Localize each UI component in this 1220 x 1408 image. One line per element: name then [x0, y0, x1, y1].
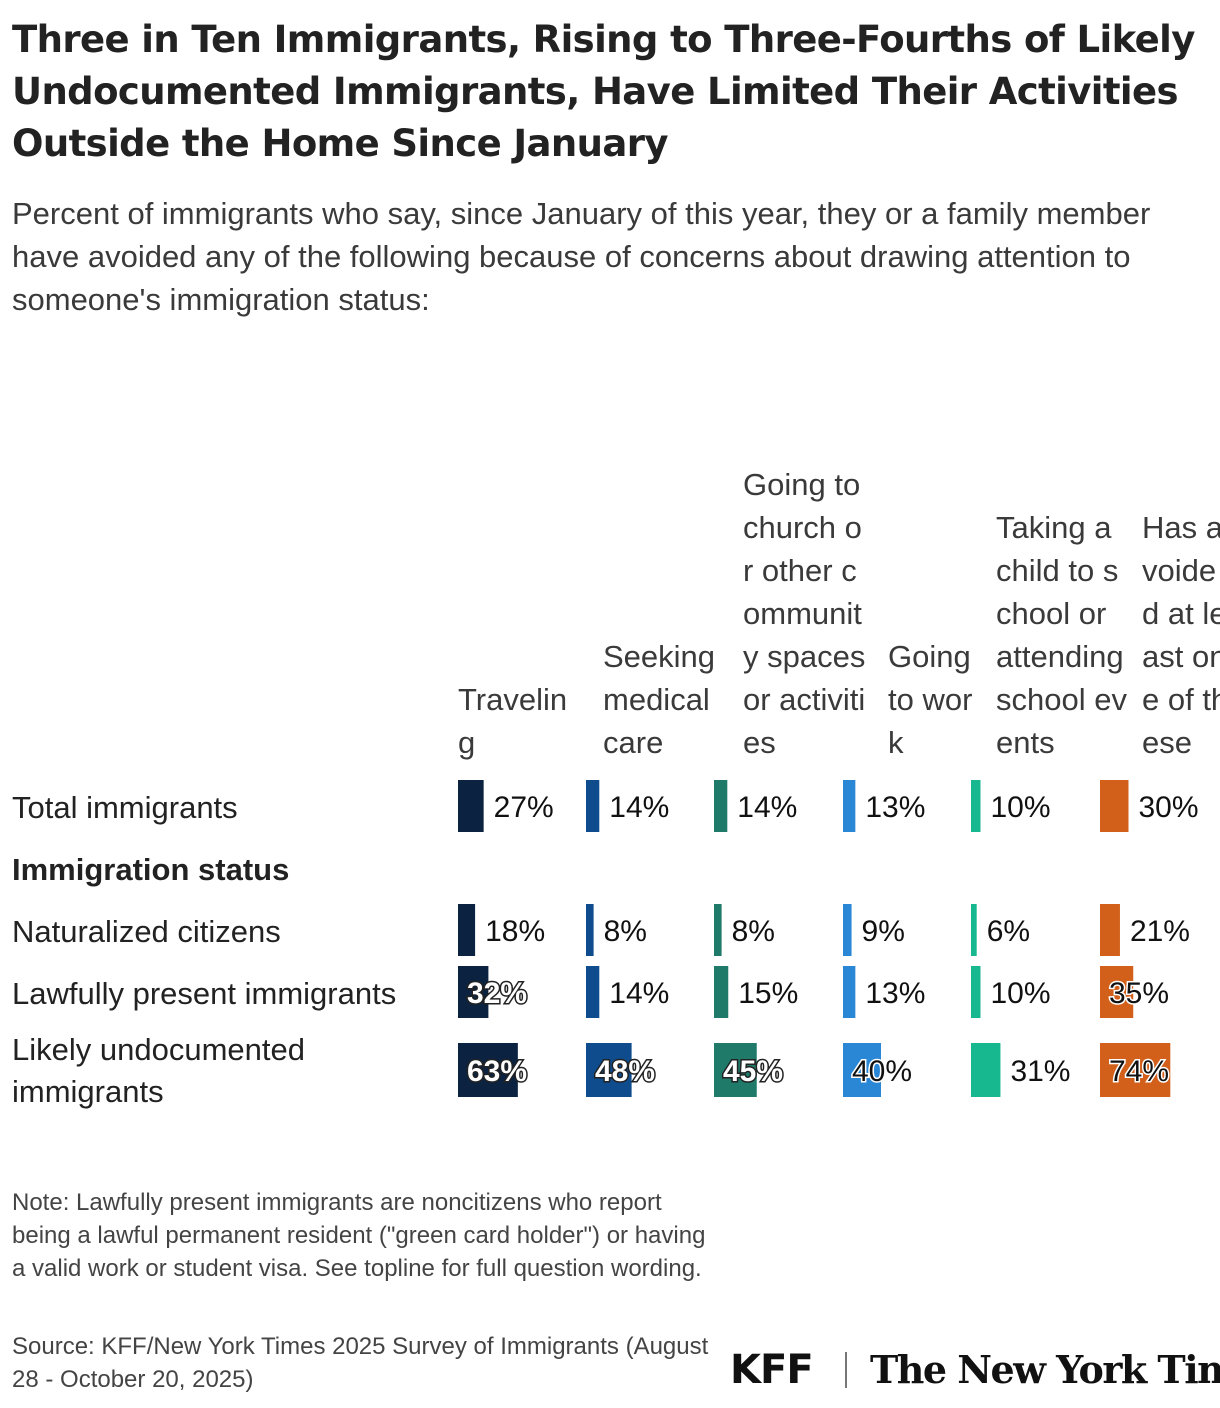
- row-label: Lawfully present immigrants: [12, 976, 397, 1011]
- row-label: Likely undocumented immigrants: [12, 1032, 305, 1109]
- group-label: Immigration status: [12, 852, 290, 887]
- data-label: 74%: [1109, 1055, 1169, 1088]
- column-header: Going to church or other community space…: [743, 467, 866, 760]
- row-label: Total immigrants: [12, 790, 238, 825]
- data-label: 8%: [604, 915, 647, 948]
- data-label: 32%: [467, 977, 527, 1010]
- row-label: Naturalized citizens: [12, 914, 281, 949]
- bar: [458, 966, 489, 1018]
- bar: [714, 904, 722, 956]
- bar: [971, 1043, 1001, 1097]
- bar: [843, 780, 856, 832]
- chart-source: Source: KFF/New York Times 2025 Survey o…: [12, 1333, 709, 1393]
- bar: [714, 966, 729, 1018]
- bar: [1100, 1043, 1171, 1097]
- data-label: 13%: [865, 791, 925, 824]
- chart-title: Three in Ten Immigrants, Rising to Three…: [12, 18, 1195, 165]
- bar: [1100, 966, 1134, 1018]
- data-label: 40%: [852, 1055, 912, 1088]
- data-label: 10%: [991, 977, 1051, 1010]
- bar: [1100, 780, 1129, 832]
- data-label: 14%: [609, 791, 669, 824]
- logo-divider: [845, 1352, 847, 1388]
- data-label: 14%: [609, 977, 669, 1010]
- bar: [1100, 904, 1120, 956]
- column-header: Seeking medical care: [603, 639, 716, 760]
- data-label: 9%: [862, 915, 905, 948]
- data-label: 31%: [1010, 1055, 1070, 1088]
- data-label: 18%: [485, 915, 545, 948]
- data-label: 14%: [737, 791, 797, 824]
- data-label: 6%: [987, 915, 1030, 948]
- bar: [714, 780, 728, 832]
- bar: [971, 966, 981, 1018]
- bar: [843, 1043, 881, 1097]
- bar: [586, 780, 600, 832]
- bar: [586, 966, 600, 1018]
- bar: [714, 1043, 757, 1097]
- bar: [843, 904, 852, 956]
- bar: [458, 904, 476, 956]
- data-label: 15%: [738, 977, 798, 1010]
- column-header: Traveling: [458, 682, 568, 760]
- data-label: 8%: [732, 915, 775, 948]
- column-header: Going to work: [888, 639, 973, 760]
- data-label: 63%: [467, 1055, 527, 1088]
- bar: [458, 780, 484, 832]
- nyt-logo: The New York Times: [870, 1347, 1220, 1392]
- data-label: 35%: [1109, 977, 1169, 1010]
- data-label: 30%: [1139, 791, 1199, 824]
- bar: [586, 904, 594, 956]
- data-label: 45%: [723, 1055, 783, 1088]
- data-label: 21%: [1130, 915, 1190, 948]
- data-label: 48%: [595, 1055, 655, 1088]
- data-label: 27%: [494, 791, 554, 824]
- bar: [586, 1043, 632, 1097]
- chart-subtitle: Percent of immigrants who say, since Jan…: [12, 196, 1151, 317]
- kff-logo: KFF: [730, 1347, 814, 1393]
- bar: [458, 1043, 518, 1097]
- bar: [971, 904, 977, 956]
- column-header: Taking a child to school or attending sc…: [996, 510, 1127, 760]
- chart-note: Note: Lawfully present immigrants are no…: [12, 1189, 706, 1282]
- column-header: Has avoided at least one of these: [1142, 510, 1220, 760]
- data-label: 13%: [865, 977, 925, 1010]
- data-label: 10%: [991, 791, 1051, 824]
- bar: [971, 780, 981, 832]
- bar: [843, 966, 856, 1018]
